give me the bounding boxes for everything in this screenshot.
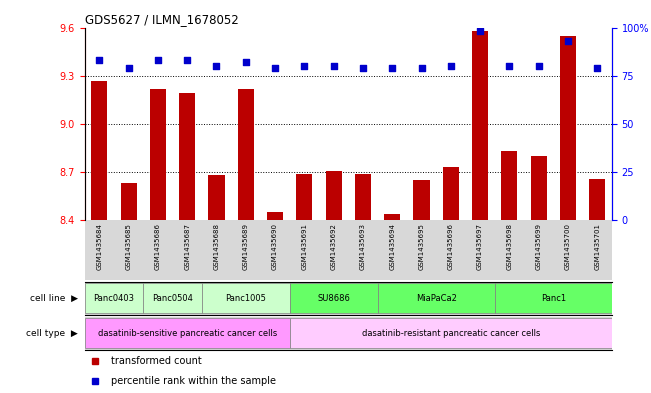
Bar (85, 283, 143, 313)
Point (445, 63, 456, 69)
Bar (589, 178, 605, 220)
Point (533, 63, 544, 69)
Bar (238, 88, 254, 220)
Point (94, 57, 104, 63)
Text: GSM1435684: GSM1435684 (96, 223, 102, 270)
Text: GSM1435688: GSM1435688 (214, 223, 219, 270)
Point (123, 65, 134, 71)
Bar (495, 283, 612, 313)
Text: Panc1005: Panc1005 (225, 294, 266, 303)
Text: GSM1435689: GSM1435689 (243, 223, 249, 270)
Text: Panc0403: Panc0403 (94, 294, 134, 303)
Text: GSM1435701: GSM1435701 (594, 223, 600, 270)
Bar (531, 156, 547, 220)
Point (152, 57, 163, 63)
Text: Panc1: Panc1 (541, 294, 566, 303)
Text: Panc0504: Panc0504 (152, 294, 193, 303)
Text: GSM1435695: GSM1435695 (419, 223, 424, 270)
Bar (91, 81, 107, 220)
Text: GSM1435685: GSM1435685 (126, 223, 132, 270)
Point (328, 63, 339, 69)
Point (299, 63, 310, 69)
Bar (560, 35, 576, 220)
Bar (472, 31, 488, 220)
Bar (290, 283, 378, 313)
Text: GSM1435697: GSM1435697 (477, 223, 483, 270)
Bar (290, 318, 612, 349)
Point (211, 63, 221, 69)
Point (270, 65, 281, 71)
Point (592, 65, 602, 71)
Bar (355, 174, 371, 220)
Text: percentile rank within the sample: percentile rank within the sample (111, 376, 276, 386)
Text: GSM1435691: GSM1435691 (301, 223, 307, 270)
Text: MiaPaCa2: MiaPaCa2 (416, 294, 456, 303)
Point (416, 65, 426, 71)
Bar (267, 212, 283, 220)
Point (358, 65, 368, 71)
Point (504, 63, 514, 69)
Text: dasatinib-sensitive pancreatic cancer cells: dasatinib-sensitive pancreatic cancer ce… (98, 329, 277, 338)
Bar (443, 167, 459, 220)
Bar (378, 283, 495, 313)
Text: GSM1435700: GSM1435700 (565, 223, 571, 270)
Bar (501, 151, 518, 220)
Text: cell type  ▶: cell type ▶ (27, 329, 78, 338)
Point (475, 28, 485, 35)
Bar (143, 283, 202, 313)
Text: GSM1435698: GSM1435698 (506, 223, 512, 270)
Point (387, 65, 397, 71)
Bar (120, 184, 137, 220)
Bar (326, 171, 342, 220)
Bar (296, 174, 312, 220)
Text: dasatinib-resistant pancreatic cancer cells: dasatinib-resistant pancreatic cancer ce… (361, 329, 540, 338)
Bar (150, 88, 166, 220)
Text: GSM1435692: GSM1435692 (331, 223, 337, 270)
Point (182, 57, 193, 63)
Text: GSM1435699: GSM1435699 (536, 223, 542, 270)
Bar (85, 318, 290, 349)
Text: GDS5627 / ILMN_1678052: GDS5627 / ILMN_1678052 (85, 13, 238, 26)
Point (240, 59, 251, 65)
Text: cell line  ▶: cell line ▶ (30, 294, 78, 303)
Text: GSM1435696: GSM1435696 (448, 223, 454, 270)
Text: GSM1435690: GSM1435690 (272, 223, 278, 270)
Bar (179, 94, 195, 220)
Text: GSM1435686: GSM1435686 (155, 223, 161, 270)
Bar (413, 180, 430, 220)
Bar (202, 283, 290, 313)
Point (562, 38, 573, 44)
Bar (384, 214, 400, 220)
Text: GSM1435687: GSM1435687 (184, 223, 190, 270)
Text: GSM1435694: GSM1435694 (389, 223, 395, 270)
Text: SU8686: SU8686 (317, 294, 350, 303)
Text: transformed count: transformed count (111, 356, 202, 366)
Bar (208, 175, 225, 220)
Text: GSM1435693: GSM1435693 (360, 223, 366, 270)
